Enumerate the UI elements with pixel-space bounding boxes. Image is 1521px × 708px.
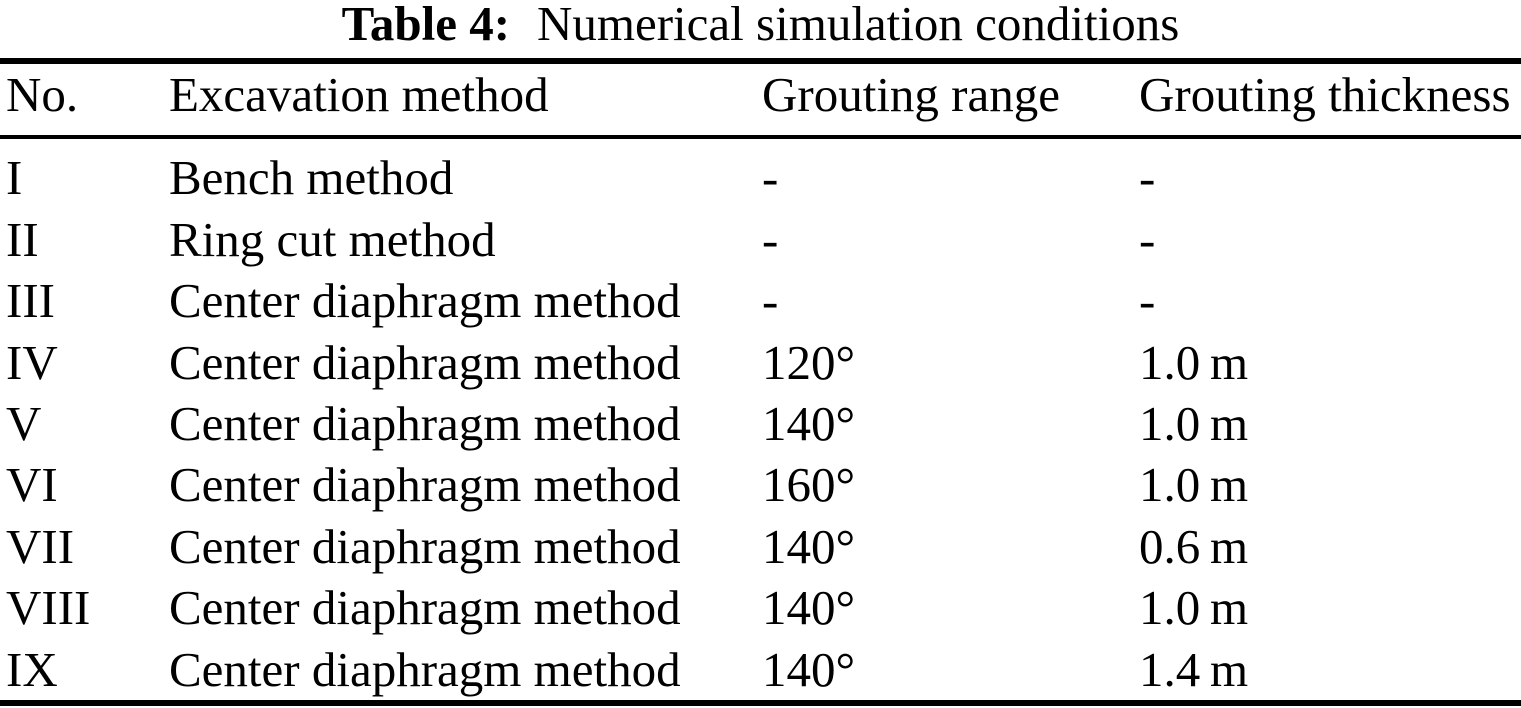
cell-range: 140° — [762, 518, 856, 574]
cell-range: 140° — [762, 641, 856, 697]
cell-range: 160° — [762, 457, 856, 513]
table-row: IX Center diaphragm method 140° 1.4 m — [0, 639, 1521, 700]
cell-range: - — [762, 211, 779, 267]
cell-no: V — [6, 395, 42, 451]
cell-range: - — [762, 150, 779, 206]
cell-method: Center diaphragm method — [169, 457, 681, 513]
cell-method: Center diaphragm method — [169, 334, 681, 390]
cell-range: 140° — [762, 580, 856, 636]
cell-range: 140° — [762, 395, 856, 451]
cell-thickness: - — [1139, 273, 1156, 329]
simulation-conditions-table: No. Excavation method Grouting range Gro… — [0, 58, 1521, 706]
table-row: VI Center diaphragm method 160° 1.0 m — [0, 454, 1521, 515]
column-header-grouting-thickness: Grouting thickness — [1139, 66, 1511, 122]
table-body: I Bench method - - II Ring cut method - … — [0, 139, 1521, 700]
table-row: II Ring cut method - - — [0, 208, 1521, 269]
cell-method: Center diaphragm method — [169, 395, 681, 451]
cell-method: Center diaphragm method — [169, 641, 681, 697]
table-row: IV Center diaphragm method 120° 1.0 m — [0, 331, 1521, 392]
cell-thickness: 0.6 m — [1139, 518, 1249, 574]
cell-thickness: 1.0 m — [1139, 580, 1249, 636]
cell-method: Center diaphragm method — [169, 273, 681, 329]
cell-method: Center diaphragm method — [169, 518, 681, 574]
table-row: V Center diaphragm method 140° 1.0 m — [0, 393, 1521, 454]
cell-method: Ring cut method — [169, 211, 496, 267]
cell-no: I — [6, 150, 23, 206]
cell-no: IV — [6, 334, 58, 390]
table-caption: Table 4: Numerical simulation conditions — [0, 0, 1521, 52]
cell-no: VIII — [6, 580, 91, 636]
cell-no: III — [6, 273, 55, 329]
cell-thickness: - — [1139, 150, 1156, 206]
cell-method: Center diaphragm method — [169, 580, 681, 636]
cell-range: 120° — [762, 334, 856, 390]
cell-no: VII — [6, 518, 75, 574]
cell-no: II — [6, 211, 39, 267]
table-row: VII Center diaphragm method 140° 0.6 m — [0, 516, 1521, 577]
table-row: III Center diaphragm method - - — [0, 270, 1521, 331]
cell-thickness: 1.0 m — [1139, 457, 1249, 513]
column-header-grouting-range: Grouting range — [762, 66, 1060, 122]
column-header-no: No. — [6, 66, 79, 122]
cell-thickness: 1.4 m — [1139, 641, 1249, 697]
table-caption-label: Table 4: — [341, 0, 511, 51]
column-header-excavation-method: Excavation method — [169, 66, 549, 122]
cell-thickness: 1.0 m — [1139, 334, 1249, 390]
table-caption-text: Numerical simulation conditions — [536, 0, 1180, 51]
cell-thickness: 1.0 m — [1139, 395, 1249, 451]
cell-thickness: - — [1139, 211, 1156, 267]
table-row: VIII Center diaphragm method 140° 1.0 m — [0, 577, 1521, 638]
cell-no: VI — [6, 457, 58, 513]
cell-range: - — [762, 273, 779, 329]
table-header-row: No. Excavation method Grouting range Gro… — [0, 64, 1521, 139]
cell-method: Bench method — [169, 150, 454, 206]
table-row: I Bench method - - — [0, 147, 1521, 208]
cell-no: IX — [6, 641, 58, 697]
